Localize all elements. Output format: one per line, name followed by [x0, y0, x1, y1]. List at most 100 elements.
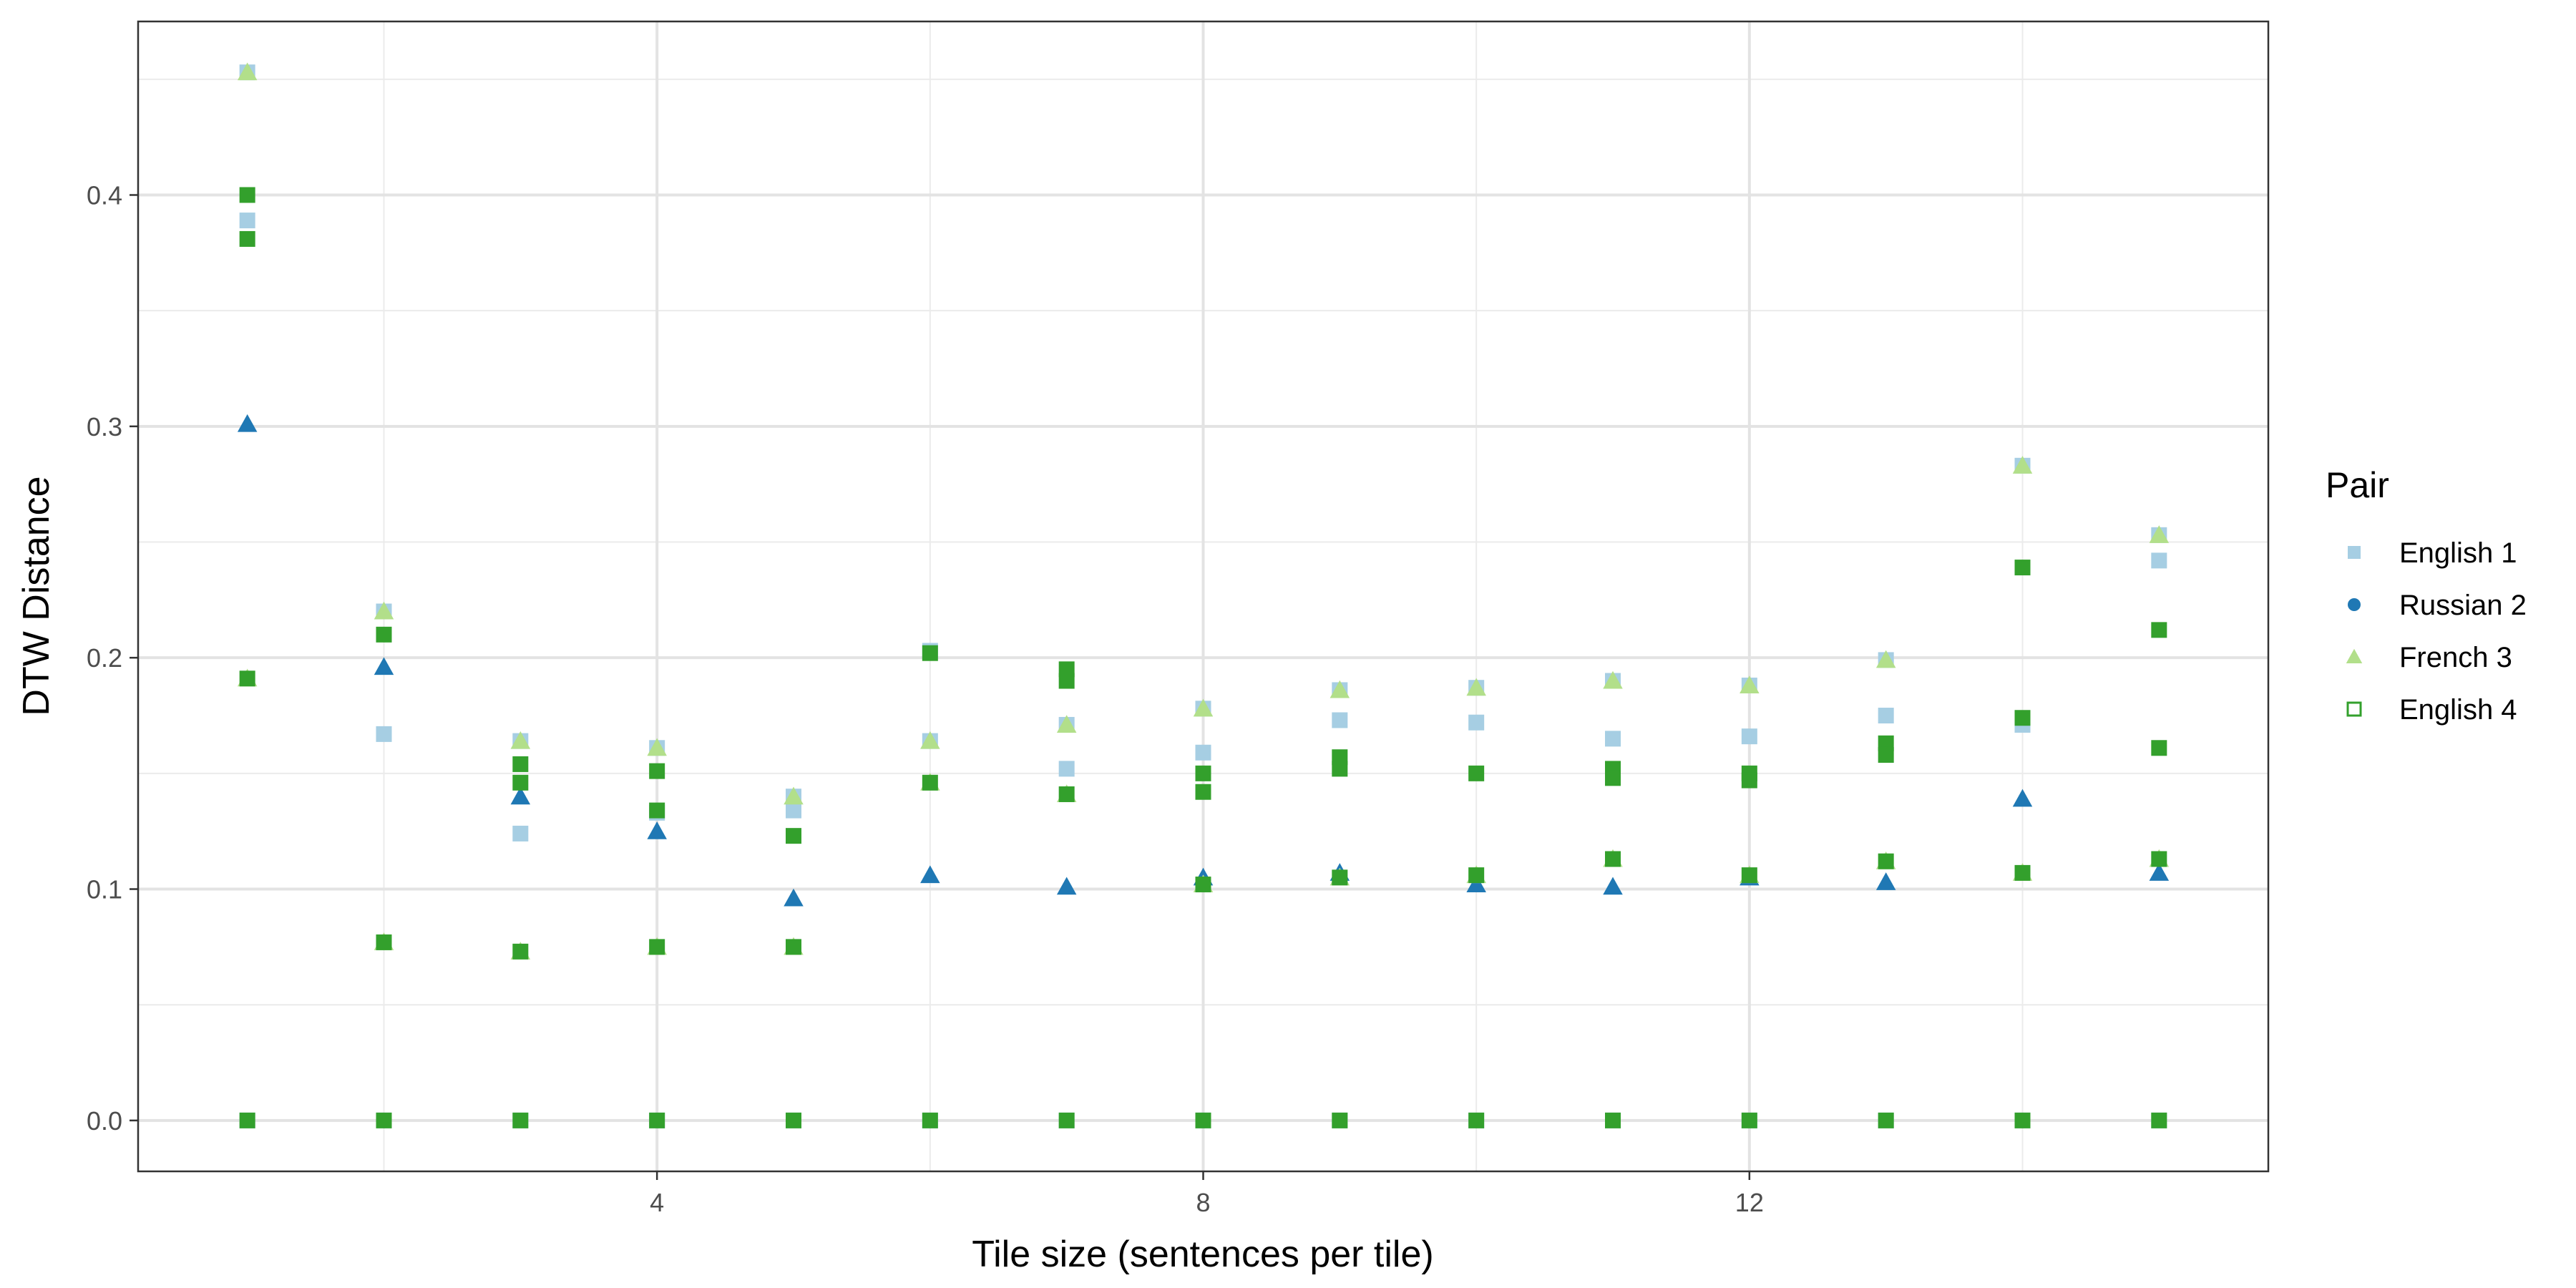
data-point [512, 1112, 529, 1128]
data-point [920, 731, 940, 749]
legend: Pair English 1 Russian 2 French 3 English 4 [2326, 465, 2527, 726]
data-point [1605, 1112, 1621, 1128]
data-point [1605, 731, 1621, 747]
y-tick-label: 0.4 [87, 181, 122, 210]
data-point [786, 828, 801, 844]
data-point [649, 802, 665, 819]
data-point [922, 1112, 938, 1128]
data-point [1740, 675, 1760, 693]
data-point [1468, 867, 1485, 884]
legend-marker [2348, 598, 2361, 611]
data-point [1330, 680, 1350, 698]
data-point [1332, 1112, 1348, 1128]
legend-label: French 3 [2399, 642, 2512, 673]
series-english-4 [239, 187, 2167, 1128]
data-point [1468, 1112, 1485, 1128]
data-point [1058, 761, 1075, 777]
data-point [2151, 851, 2167, 867]
data-point [784, 888, 804, 907]
legend-key [2346, 648, 2363, 663]
legend-label: Russian 2 [2399, 590, 2527, 621]
data-point [1058, 1112, 1075, 1128]
data-point [2014, 1112, 2031, 1128]
data-point [374, 601, 394, 620]
data-point [786, 939, 801, 955]
data-point [1875, 650, 1896, 668]
data-point [239, 230, 255, 247]
legend-title: Pair [2326, 465, 2389, 505]
data-point [649, 1112, 665, 1128]
data-point [1468, 714, 1485, 731]
data-point [1878, 1112, 1894, 1128]
y-tick-label: 0.1 [87, 875, 122, 904]
x-tick-label: 8 [1196, 1188, 1210, 1217]
data-point [1878, 853, 1894, 869]
data-point [1741, 867, 1757, 884]
data-point [1605, 851, 1621, 867]
x-axis-ticks: 4 8 12 [650, 1171, 1764, 1217]
data-point [1193, 698, 1214, 717]
data-point [512, 943, 529, 960]
data-point [1195, 877, 1211, 893]
data-point [376, 934, 392, 950]
y-axis-title: DTW Distance [16, 476, 57, 716]
data-point [647, 821, 667, 839]
legend-marker [2346, 648, 2363, 663]
data-point [1195, 765, 1211, 781]
data-point [1332, 869, 1348, 886]
legend-label: English 4 [2399, 694, 2517, 726]
data-point [1603, 670, 1623, 689]
x-axis-title: Tile size (sentences per tile) [972, 1234, 1433, 1275]
data-point [786, 802, 801, 819]
data-point [2012, 789, 2033, 807]
data-points [237, 62, 2170, 1128]
data-point [2149, 863, 2170, 881]
data-point [1466, 874, 1486, 893]
data-point [1195, 784, 1211, 800]
data-point [237, 62, 258, 81]
data-point [237, 414, 258, 432]
y-axis-ticks: 0.0 0.1 0.2 0.3 0.4 [87, 181, 138, 1136]
x-tick-label: 12 [1735, 1188, 1764, 1217]
data-point [1468, 765, 1485, 781]
data-point [1332, 712, 1348, 728]
data-point [1195, 1112, 1211, 1128]
data-point [784, 786, 804, 805]
data-point [1741, 772, 1757, 789]
data-point [2014, 710, 2031, 726]
data-point [647, 738, 667, 756]
data-point [376, 726, 392, 742]
data-point [2151, 1112, 2167, 1128]
data-point [2012, 456, 2033, 474]
data-point [649, 939, 665, 955]
data-point [376, 626, 392, 643]
data-point [1058, 673, 1075, 689]
data-point [239, 187, 255, 203]
data-point [2151, 740, 2167, 756]
data-point [1332, 761, 1348, 777]
data-point [2014, 560, 2031, 576]
y-tick-label: 0.2 [87, 643, 122, 673]
data-point [2151, 622, 2167, 638]
data-point [1195, 744, 1211, 761]
data-point [1466, 678, 1486, 696]
x-tick-label: 4 [650, 1188, 664, 1217]
legend-key [2346, 701, 2362, 717]
data-point [1056, 715, 1077, 733]
data-point [920, 865, 940, 884]
data-point [376, 1112, 392, 1128]
data-point [239, 1112, 255, 1128]
legend-label: English 1 [2399, 537, 2517, 569]
data-point [1741, 728, 1757, 745]
legend-key [2348, 598, 2361, 611]
data-point [512, 825, 529, 841]
data-point [374, 657, 394, 675]
data-point [239, 670, 255, 687]
data-point [1875, 872, 1896, 890]
data-point [239, 213, 255, 229]
y-tick-label: 0.0 [87, 1106, 122, 1136]
legend-marker [2348, 546, 2361, 559]
data-point [2014, 864, 2031, 881]
